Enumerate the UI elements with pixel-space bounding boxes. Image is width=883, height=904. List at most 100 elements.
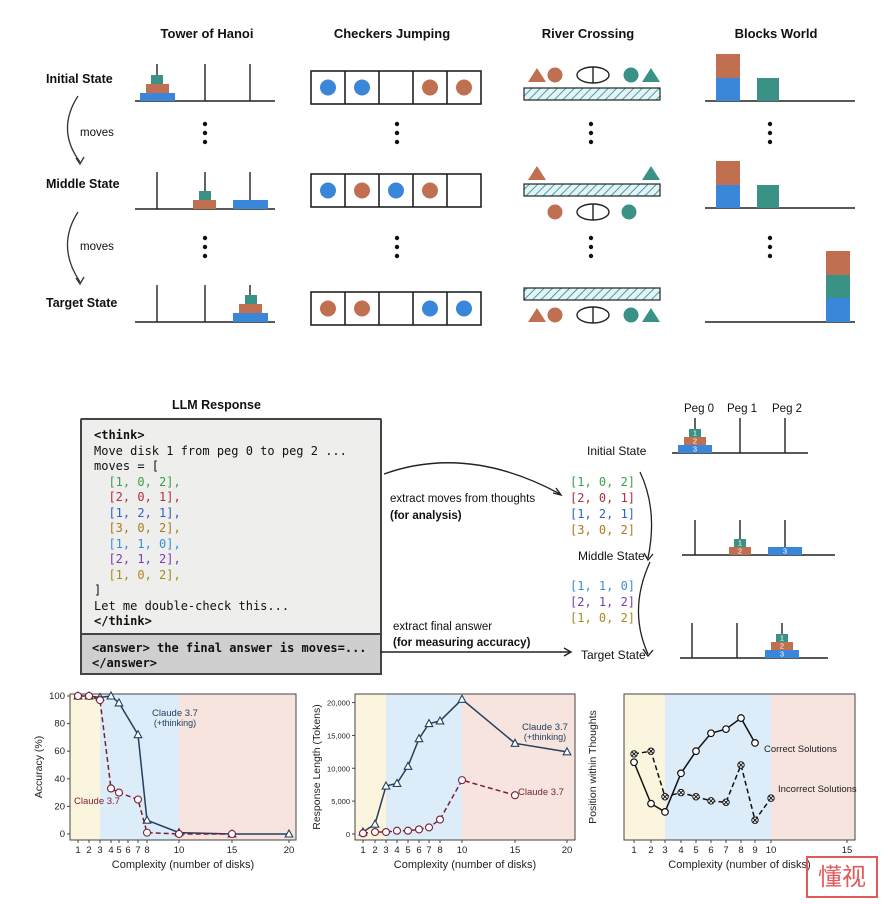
x-tick-label: 8 [144, 845, 149, 856]
right-state-initial: Initial State [587, 444, 647, 458]
x-tick-label: 10 [174, 845, 185, 856]
chart-region-band [771, 694, 855, 840]
data-point [284, 828, 294, 838]
x-tick-label: 5 [693, 845, 698, 856]
code-line: Move disk 1 from peg 0 to peg 2 ... [94, 443, 347, 458]
data-point [661, 793, 669, 801]
data-point [457, 694, 467, 703]
x-tick-label: 15 [842, 845, 853, 856]
header-river-crossing: River Crossing [541, 26, 635, 41]
series-label: Incorrect Solutions [778, 784, 857, 795]
chart-region-band [624, 694, 665, 840]
code-line: ] [94, 583, 102, 597]
data-point [424, 718, 434, 728]
x-tick-label: 4 [678, 845, 683, 856]
checkers-middle [310, 173, 482, 208]
code-line: Let me double-check this... [94, 598, 290, 613]
series-line [633, 750, 772, 822]
header-blocks-world: Blocks World [734, 26, 818, 41]
y-tick-label: 15,000 [327, 731, 350, 740]
x-tick-label: 1 [631, 845, 636, 856]
data-point [677, 788, 685, 797]
data-point [510, 738, 520, 747]
data-point [722, 725, 730, 734]
code-line: [2, 0, 1], [94, 490, 181, 504]
extract-moves-sub: (for analysis) [390, 510, 462, 522]
chart-region-band [355, 694, 386, 840]
answer-line-2: </answer> [92, 656, 158, 670]
data-point [414, 825, 424, 834]
blocks-target [705, 251, 855, 323]
code-line: [1, 1, 0], [94, 536, 181, 551]
hanoi-target [135, 285, 275, 323]
data-point [692, 793, 700, 801]
river-target [523, 287, 661, 324]
series-label: Claude 3.7 [518, 787, 564, 798]
right-state-middle: Middle State [578, 549, 645, 563]
x-tick-label: 8 [437, 845, 442, 856]
data-point [435, 815, 445, 824]
svg-text:1: 1 [738, 539, 742, 548]
chart-region-band [70, 694, 100, 840]
header-checkers-jumping: Checkers Jumping [333, 26, 451, 41]
data-point [424, 823, 434, 832]
extraction-arrows [380, 462, 573, 657]
arrow-moves-2 [66, 211, 81, 283]
extract-answer-sub: (for measuring accuracy) [393, 637, 531, 649]
peg-label-0: Peg 0 [684, 403, 715, 415]
x-tick-label: 2 [648, 845, 653, 856]
y-axis-label: Position within Thoughts [587, 710, 599, 824]
series-label: (+thinking) [524, 732, 566, 742]
arrow-moves-1 [66, 95, 81, 163]
moves-label-2: moves [80, 241, 114, 253]
x-tick-label: 7 [426, 845, 431, 856]
x-tick-label: 10 [457, 845, 468, 856]
data-point [174, 829, 184, 839]
data-point [392, 778, 402, 787]
chart-frame [623, 693, 856, 841]
svg-text:2: 2 [780, 642, 784, 651]
blocks-initial [705, 54, 855, 102]
chart-region-band [179, 694, 296, 840]
data-point [562, 746, 572, 756]
data-point [630, 758, 638, 767]
code-line: </think> [94, 614, 152, 628]
series-label: Claude 3.7 [152, 708, 198, 719]
x-tick-label: 15 [510, 845, 521, 856]
y-tick-label: 5,000 [331, 797, 350, 806]
data-point [73, 691, 83, 701]
data-point [370, 827, 380, 837]
y-tick-label: 20,000 [327, 699, 350, 708]
data-point [403, 826, 413, 835]
series-label: Correct Solutions [764, 744, 837, 755]
y-tick-label: 100 [49, 691, 65, 702]
data-point [457, 776, 467, 785]
extracted-move: [2, 1, 2] [570, 595, 636, 609]
code-line: <think> [94, 428, 145, 442]
chart-region-band [462, 694, 575, 840]
data-point [751, 739, 759, 747]
data-point [751, 816, 759, 824]
x-tick-label: 4 [394, 845, 399, 856]
y-tick-label: 0 [60, 829, 65, 840]
hanoi-middle [135, 172, 275, 210]
data-point [84, 691, 94, 701]
code-line: [2, 1, 2], [94, 552, 181, 566]
chart-region-band [100, 694, 179, 840]
x-tick-label: 6 [125, 845, 130, 856]
data-point [106, 784, 116, 793]
y-tick-label: 80 [54, 719, 65, 730]
data-point [647, 747, 655, 755]
x-tick-label: 20 [284, 845, 295, 856]
answer-line-1: <answer> the final answer is moves=... [92, 641, 367, 655]
chart-region-band [386, 694, 462, 840]
x-tick-label: 5 [405, 845, 410, 856]
data-point [661, 808, 669, 816]
llm-response-title: LLM Response [172, 398, 261, 412]
code-line: [1, 0, 2], [94, 474, 181, 489]
data-point [403, 761, 413, 770]
series-line [362, 779, 516, 835]
data-point [510, 791, 520, 800]
x-tick-label: 3 [97, 845, 102, 856]
x-tick-label: 3 [662, 845, 667, 856]
